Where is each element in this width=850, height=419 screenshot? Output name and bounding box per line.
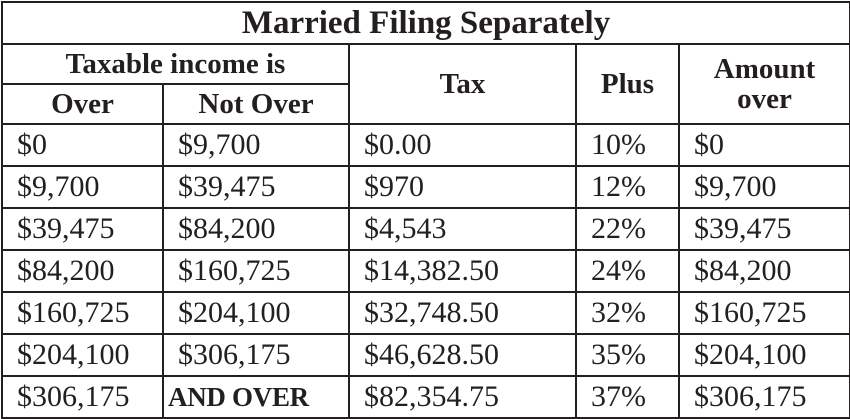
not-over-cell: $9,700 [162, 123, 350, 167]
tax-cell: $14,382.50 [348, 249, 577, 293]
tax-cell: $970 [348, 165, 577, 209]
tax-cell: $82,354.75 [348, 375, 577, 419]
table-title: Married Filing Separately [0, 1, 850, 45]
tax-header: Tax [348, 43, 577, 125]
over-header: Over [1, 83, 164, 125]
table-row: $84,200 $160,725 $14,382.50 24% $84,200 [1, 249, 850, 293]
not-over-cell: $204,100 [162, 291, 350, 335]
table-row: $160,725 $204,100 $32,748.50 32% $160,72… [1, 291, 850, 335]
header-row-group: Taxable income is Tax Plus Amount over [1, 43, 850, 125]
title-row: Married Filing Separately [0, 1, 850, 45]
over-cell: $306,175 [1, 375, 164, 419]
amount-over-header-line2: over [737, 83, 792, 115]
plus-cell: 22% [575, 207, 680, 251]
plus-cell: 32% [575, 291, 680, 335]
not-over-cell: $39,475 [162, 165, 350, 209]
not-over-header: Not Over [162, 83, 350, 125]
plus-cell: 10% [575, 123, 680, 167]
amount-over-cell: $9,700 [677, 165, 850, 209]
not-over-cell: $160,725 [162, 249, 350, 293]
amount-over-cell: $0 [677, 123, 850, 167]
amount-over-cell: $160,725 [677, 291, 850, 335]
plus-cell: 37% [575, 375, 680, 419]
amount-over-cell: $306,175 [677, 375, 850, 419]
not-over-cell: AND OVER [162, 375, 350, 419]
over-cell: $39,475 [1, 207, 164, 251]
table-row: $39,475 $84,200 $4,543 22% $39,475 [1, 207, 850, 251]
over-cell: $84,200 [1, 249, 164, 293]
plus-cell: 35% [575, 333, 680, 377]
table-row: $204,100 $306,175 $46,628.50 35% $204,10… [1, 333, 850, 377]
over-cell: $0 [1, 123, 164, 167]
over-cell: $204,100 [1, 333, 164, 377]
not-over-cell: $306,175 [162, 333, 350, 377]
amount-over-header-line1: Amount [713, 53, 816, 85]
over-cell: $9,700 [1, 165, 164, 209]
taxable-income-header: Taxable income is [1, 43, 350, 85]
tax-cell: $4,543 [348, 207, 577, 251]
amount-over-header: Amount over [677, 43, 850, 125]
not-over-cell: $84,200 [162, 207, 350, 251]
header-row-sub: Over Not Over [1, 83, 850, 125]
tax-cell: $32,748.50 [348, 291, 577, 335]
table-row: $0 $9,700 $0.00 10% $0 [1, 123, 850, 167]
plus-header: Plus [575, 43, 680, 125]
tax-cell: $0.00 [348, 123, 577, 167]
tax-cell: $46,628.50 [348, 333, 577, 377]
table-row: $9,700 $39,475 $970 12% $9,700 [1, 165, 850, 209]
over-cell: $160,725 [1, 291, 164, 335]
plus-cell: 12% [575, 165, 680, 209]
amount-over-cell: $204,100 [677, 333, 850, 377]
amount-over-cell: $39,475 [677, 207, 850, 251]
plus-cell: 24% [575, 249, 680, 293]
table-row: $306,175 AND OVER $82,354.75 37% $306,17… [1, 375, 850, 419]
amount-over-cell: $84,200 [677, 249, 850, 293]
